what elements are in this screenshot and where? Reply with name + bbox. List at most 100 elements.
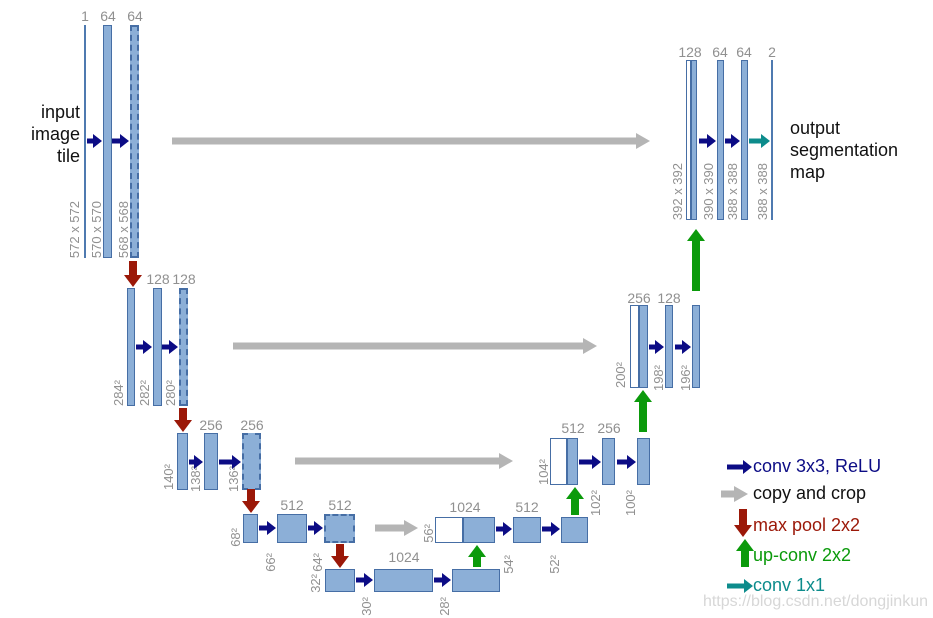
feature-map-bar <box>242 433 261 490</box>
spatial-dimension-label: 56² <box>421 524 436 543</box>
conv1x1-arrow <box>727 579 753 593</box>
pool-arrow <box>242 489 260 513</box>
channel-count-label: 512 <box>328 497 352 513</box>
spatial-dimension-label: 138² <box>188 465 203 492</box>
channel-count-label: 512 <box>561 420 585 436</box>
feature-map-bar <box>103 25 112 258</box>
upconv-arrow <box>687 229 705 291</box>
spatial-dimension-label: 388 x 388 <box>755 162 770 220</box>
conv-arrow <box>617 455 636 469</box>
spatial-dimension-label: 198² <box>651 364 666 391</box>
feature-map-bar <box>177 433 188 490</box>
conv-arrow <box>308 521 323 535</box>
spatial-dimension-label: 52² <box>547 555 562 574</box>
conv-arrow <box>259 521 276 535</box>
legend-label-conv1x1: conv 1x1 <box>753 575 826 595</box>
spatial-dimension-label: 54² <box>501 555 516 574</box>
conv-arrow <box>649 340 664 354</box>
feature-map-bar <box>567 438 578 485</box>
spatial-dimension-label: 102² <box>588 489 603 516</box>
conv-arrow <box>699 134 716 148</box>
conv-arrow <box>189 455 203 469</box>
conv-arrow <box>87 134 102 148</box>
copy-arrow <box>233 338 597 354</box>
legend-label-copy: copy and crop <box>753 483 867 503</box>
pool-arrow <box>124 261 142 287</box>
feature-map-bar <box>127 288 135 406</box>
spatial-dimension-label: 30² <box>359 597 374 616</box>
feature-map-bar <box>204 433 218 490</box>
spatial-dimension-label: 136² <box>226 465 241 492</box>
spatial-dimension-label: 28² <box>437 597 452 616</box>
copy-arrow <box>172 133 650 149</box>
feature-map-bar <box>277 514 307 543</box>
pool-arrow <box>174 408 192 432</box>
channel-count-label: 256 <box>597 420 621 436</box>
feature-map-bar <box>463 517 495 543</box>
conv-arrow <box>356 573 373 587</box>
pool-arrow <box>734 509 752 537</box>
conv-arrow <box>434 573 451 587</box>
copy-arrow <box>721 486 748 502</box>
conv-arrow <box>542 522 560 536</box>
copied-feature-map-bar <box>630 305 639 388</box>
channel-count-label: 128 <box>678 44 702 60</box>
conv1x1-arrow <box>749 134 770 148</box>
feature-map-bar <box>374 569 433 592</box>
spatial-dimension-label: 32² <box>308 574 323 593</box>
watermark-url: https://blog.csdn.net/dongjinkun <box>702 593 928 610</box>
spatial-dimension-label: 280² <box>163 379 178 406</box>
channel-count-label: 64 <box>736 44 752 60</box>
feature-map-bar <box>602 438 615 485</box>
feature-map-bar <box>84 25 86 258</box>
spatial-dimension-label: 390 x 390 <box>701 162 716 220</box>
conv-arrow <box>675 340 691 354</box>
copy-arrow <box>295 453 513 469</box>
feature-map-bar <box>637 438 650 485</box>
spatial-dimension-label: 572 x 572 <box>67 200 82 258</box>
feature-map-bar <box>325 569 355 592</box>
spatial-dimension-label: 140² <box>161 463 176 490</box>
conv-arrow <box>162 340 178 354</box>
conv-arrow <box>727 460 752 474</box>
feature-map-bar <box>665 305 673 388</box>
spatial-dimension-label: 68² <box>228 528 243 547</box>
upconv-arrow <box>566 487 584 515</box>
conv-arrow <box>496 522 512 536</box>
channel-count-label: 256 <box>240 417 264 433</box>
feature-map-bar <box>452 569 500 592</box>
input-image-tile-label: input image tile <box>30 102 80 166</box>
copy-arrow <box>375 520 418 536</box>
channel-count-label: 64 <box>100 8 116 24</box>
feature-map-bar <box>130 25 139 258</box>
feature-map-bar <box>561 517 588 543</box>
channel-count-label: 1024 <box>449 499 481 515</box>
copied-feature-map-bar <box>550 438 567 485</box>
channel-count-label: 128 <box>657 290 681 306</box>
channel-count-label: 512 <box>515 499 539 515</box>
copied-feature-map-bar <box>686 60 691 220</box>
upconv-arrow <box>634 390 652 432</box>
spatial-dimension-label: 66² <box>263 553 278 572</box>
channel-count-label: 512 <box>280 497 304 513</box>
feature-map-bar <box>717 60 724 220</box>
channel-count-label: 1024 <box>388 549 420 565</box>
spatial-dimension-label: 392 x 392 <box>670 162 685 220</box>
feature-map-bar <box>179 288 188 406</box>
conv-arrow <box>136 340 152 354</box>
upconv-arrow <box>736 539 754 567</box>
channel-count-label: 128 <box>146 271 170 287</box>
channel-count-label: 128 <box>172 271 196 287</box>
upconv-arrow <box>468 545 486 567</box>
spatial-dimension-label: 104² <box>536 458 551 485</box>
conv-arrow <box>219 455 241 469</box>
feature-map-bar <box>243 514 258 543</box>
spatial-dimension-label: 388 x 388 <box>725 162 740 220</box>
conv-arrow <box>725 134 740 148</box>
conv-arrow <box>579 455 601 469</box>
channel-count-label: 64 <box>712 44 728 60</box>
output-segmentation-map-label: output segmentation map <box>790 118 899 182</box>
spatial-dimension-label: 282² <box>137 379 152 406</box>
spatial-dimension-label: 100² <box>623 489 638 516</box>
